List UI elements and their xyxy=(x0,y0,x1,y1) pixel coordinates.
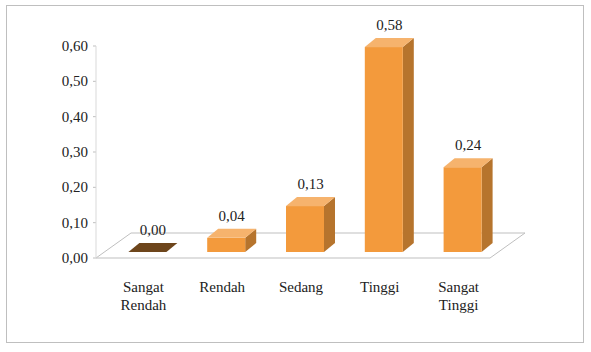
x-tick-label: Sangat Tinggi xyxy=(426,278,492,314)
y-tick-label: 0,00 xyxy=(62,250,88,266)
bar-front xyxy=(286,206,324,252)
bar-front xyxy=(207,238,245,252)
bar-side xyxy=(324,197,335,252)
bar-front xyxy=(444,167,482,252)
x-tick-label: Rendah xyxy=(189,278,255,296)
bar xyxy=(128,243,177,252)
x-tick-label: Sedang xyxy=(268,278,334,296)
bar-side xyxy=(482,158,493,252)
y-tick-label: 0,10 xyxy=(62,215,88,231)
bar-top xyxy=(128,243,177,252)
y-tick-label: 0,50 xyxy=(62,73,88,89)
y-tick-label: 0,40 xyxy=(62,109,88,125)
bar-side xyxy=(403,38,414,252)
bar-front xyxy=(365,47,403,252)
chart-svg: 0,00 0,10 0,20 0,30 0,40 0,50 0,60 0,00 0,04 0,13… xyxy=(0,0,591,352)
y-tick-label: 0,30 xyxy=(62,144,88,160)
data-label: 0,13 xyxy=(297,176,323,192)
bars xyxy=(128,38,492,252)
x-tick-label: Sangat Rendah xyxy=(110,278,176,314)
data-label: 0,04 xyxy=(219,208,246,224)
data-label: 0,24 xyxy=(455,137,482,153)
bar xyxy=(286,197,335,252)
bar-top xyxy=(207,229,256,238)
data-label: 0,58 xyxy=(376,17,402,33)
y-axis xyxy=(96,46,97,258)
bar-top xyxy=(286,197,335,206)
bar xyxy=(444,158,493,252)
bar xyxy=(207,229,256,252)
bar-top xyxy=(444,158,493,167)
bar xyxy=(365,38,414,252)
bar-top xyxy=(365,38,414,47)
y-tick-label: 0,60 xyxy=(62,38,88,54)
data-label: 0,00 xyxy=(140,222,166,238)
x-tick-label: Tinggi xyxy=(347,278,413,296)
y-tick-label: 0,20 xyxy=(62,179,88,195)
